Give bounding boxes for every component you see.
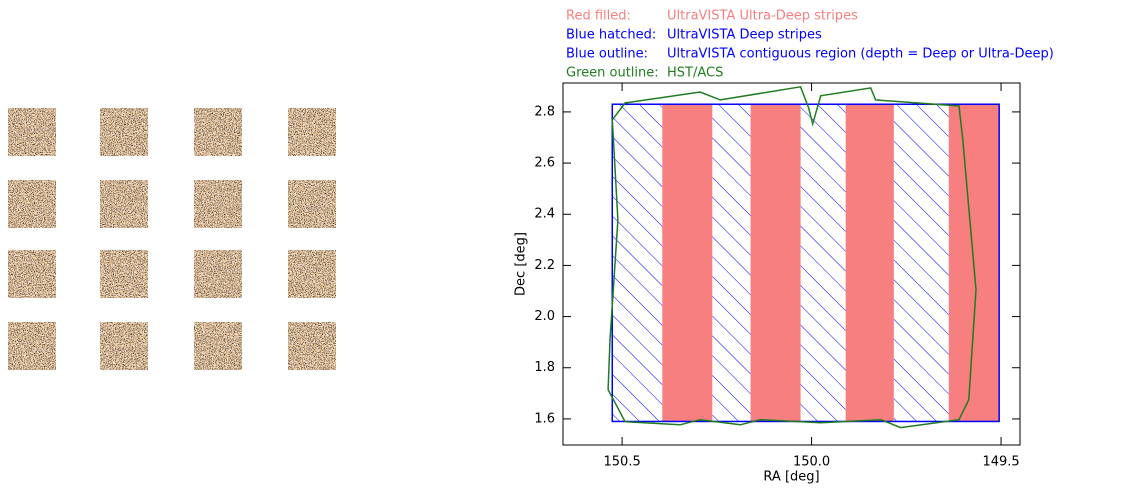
cutout-noise bbox=[194, 250, 242, 298]
y-axis-label: Dec [deg] bbox=[514, 232, 529, 296]
x-tick-label: 150.0 bbox=[793, 455, 830, 470]
cutout-noise bbox=[194, 322, 242, 370]
cutout-noise bbox=[288, 108, 336, 156]
y-tick-label: 2.0 bbox=[534, 309, 555, 324]
ultra-deep-stripe bbox=[750, 104, 801, 422]
legend-text: HST/ACS bbox=[667, 66, 723, 81]
x-axis-label: RA [deg] bbox=[763, 470, 819, 485]
y-tick-label: 1.8 bbox=[534, 360, 555, 375]
ultra-deep-stripe bbox=[662, 104, 713, 422]
legend-label: Green outline: bbox=[566, 66, 659, 81]
chart: Red filled: UltraVISTA Ultra-Deep stripes… bbox=[514, 9, 1054, 485]
ultra-deep-stripe bbox=[845, 104, 894, 422]
cutout-noise bbox=[194, 108, 242, 156]
legend-label: Blue outline: bbox=[566, 47, 648, 62]
cutout-noise bbox=[288, 250, 336, 298]
cutout-noise bbox=[8, 180, 56, 228]
image-cutouts bbox=[8, 108, 336, 370]
y-tick-label: 2.2 bbox=[534, 258, 555, 273]
x-tick-label: 149.5 bbox=[982, 455, 1019, 470]
legend-text: UltraVISTA Deep stripes bbox=[667, 28, 822, 43]
cutout-noise bbox=[100, 108, 148, 156]
deep-stripe bbox=[800, 104, 846, 422]
legend-text: UltraVISTA contiguous region (depth = De… bbox=[667, 47, 1054, 62]
cutout-noise bbox=[288, 180, 336, 228]
plot-frame bbox=[562, 82, 1021, 446]
cutout-noise bbox=[100, 180, 148, 228]
deep-stripe bbox=[612, 104, 663, 422]
cutout-noise bbox=[8, 322, 56, 370]
legend-label: Red filled: bbox=[566, 9, 631, 24]
y-tick-label: 2.4 bbox=[534, 207, 555, 222]
deep-stripe bbox=[893, 104, 949, 422]
acs-outline bbox=[607, 85, 977, 429]
cutout-noise bbox=[8, 108, 56, 156]
legend-label: Blue hatched: bbox=[566, 28, 656, 43]
cutout-noise bbox=[100, 250, 148, 298]
deep-stripe bbox=[712, 104, 751, 422]
y-tick-label: 2.6 bbox=[534, 156, 555, 171]
cutout-noise bbox=[100, 322, 148, 370]
x-tick-label: 150.5 bbox=[604, 455, 641, 470]
cutout-noise bbox=[8, 250, 56, 298]
legend-text: UltraVISTA Ultra-Deep stripes bbox=[667, 9, 858, 24]
y-tick-label: 1.6 bbox=[534, 411, 555, 426]
cutout-noise bbox=[288, 322, 336, 370]
y-tick-label: 2.8 bbox=[534, 104, 555, 119]
cutout-noise bbox=[194, 180, 242, 228]
